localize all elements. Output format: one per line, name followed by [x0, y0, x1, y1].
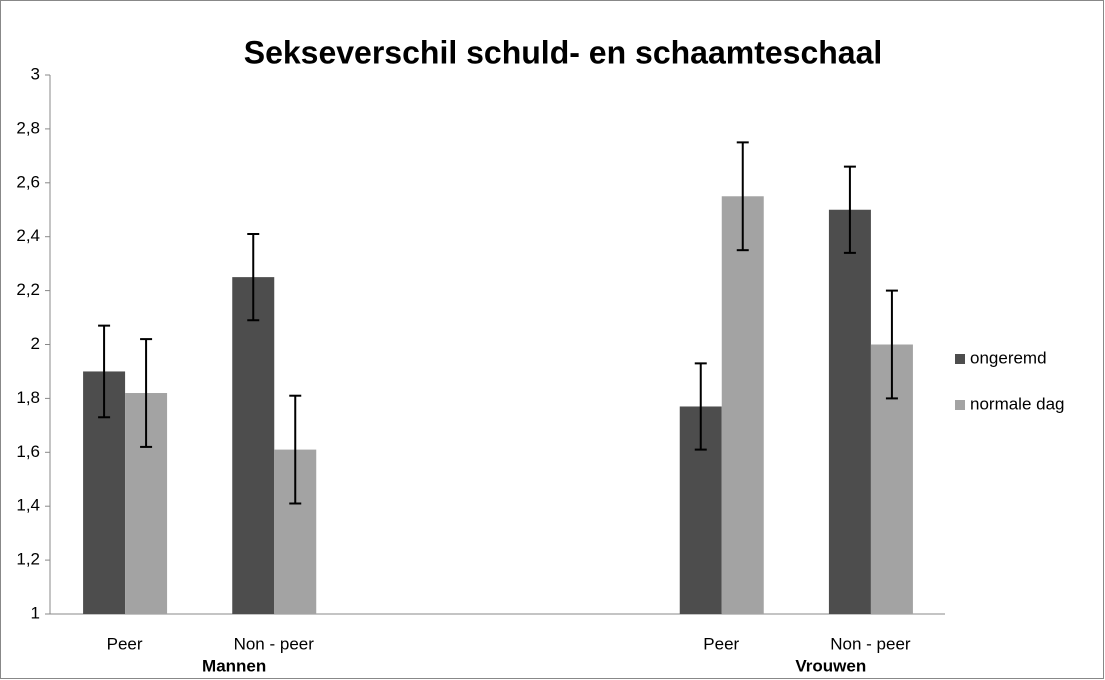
group-label: Mannen	[202, 656, 266, 675]
y-tick-label: 2,8	[16, 118, 40, 137]
error-bar	[140, 338, 153, 448]
error-bar	[885, 289, 898, 400]
group-label: Vrouwen	[795, 656, 866, 675]
legend-swatch	[955, 400, 965, 410]
error-bar	[98, 324, 111, 419]
bar	[828, 209, 871, 614]
bar	[232, 277, 275, 614]
error-bar	[289, 394, 302, 505]
y-tick-label: 1,8	[16, 388, 40, 407]
x-tick-label: Non - peer	[830, 634, 911, 653]
y-tick-label: 1,4	[16, 496, 40, 515]
bar	[721, 196, 764, 614]
y-tick-label: 1,6	[16, 442, 40, 461]
error-bar	[247, 233, 260, 322]
y-tick-label: 2,4	[16, 226, 40, 245]
x-tick-label: Non - peer	[234, 634, 315, 653]
x-tick-label: Peer	[107, 634, 143, 653]
legend-label: normale dag	[970, 394, 1065, 413]
error-bar	[843, 165, 856, 254]
y-tick-label: 2,2	[16, 280, 40, 299]
legend-label: ongeremd	[970, 348, 1047, 367]
chart-title: Sekseverschil schuld- en schaamteschaal	[244, 34, 883, 70]
y-tick-label: 2	[31, 334, 40, 353]
error-bar	[736, 141, 749, 252]
y-tick-label: 1,2	[16, 550, 40, 569]
legend-swatch	[955, 354, 965, 364]
error-bar	[694, 362, 707, 451]
y-tick-label: 2,6	[16, 172, 40, 191]
y-tick-label: 1	[31, 603, 40, 622]
y-tick-label: 3	[31, 64, 40, 83]
x-tick-label: Peer	[703, 634, 739, 653]
